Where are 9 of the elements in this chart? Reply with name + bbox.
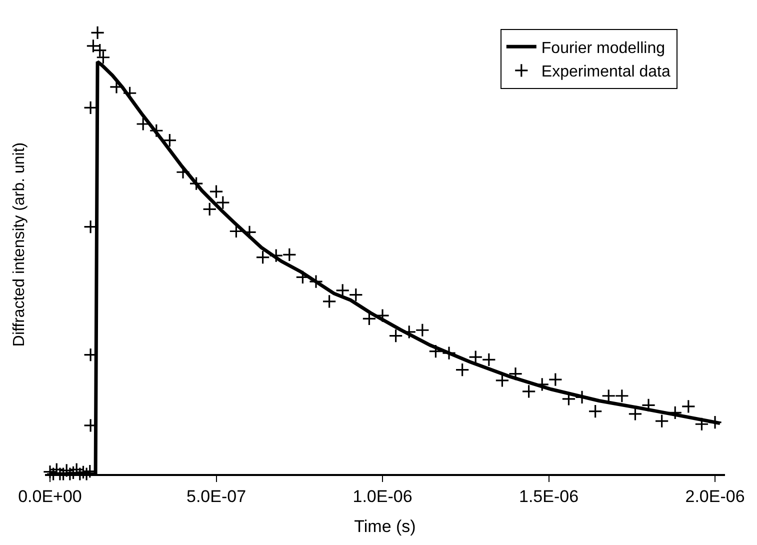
legend-label: Fourier modelling — [541, 40, 666, 57]
x-axis-title: Time (s) — [354, 517, 416, 536]
x-tick-label: 5.0E-07 — [186, 487, 246, 506]
x-tick-label: 0.0E+00 — [18, 487, 82, 506]
x-tick-label: 2.0E-06 — [685, 487, 745, 506]
x-tick-label: 1.5E-06 — [518, 487, 579, 506]
y-axis-title: Diffracted intensity (arb. unit) — [10, 142, 28, 347]
x-tick-label: 1.0E-06 — [352, 487, 412, 506]
legend-label: Experimental data — [541, 64, 670, 81]
